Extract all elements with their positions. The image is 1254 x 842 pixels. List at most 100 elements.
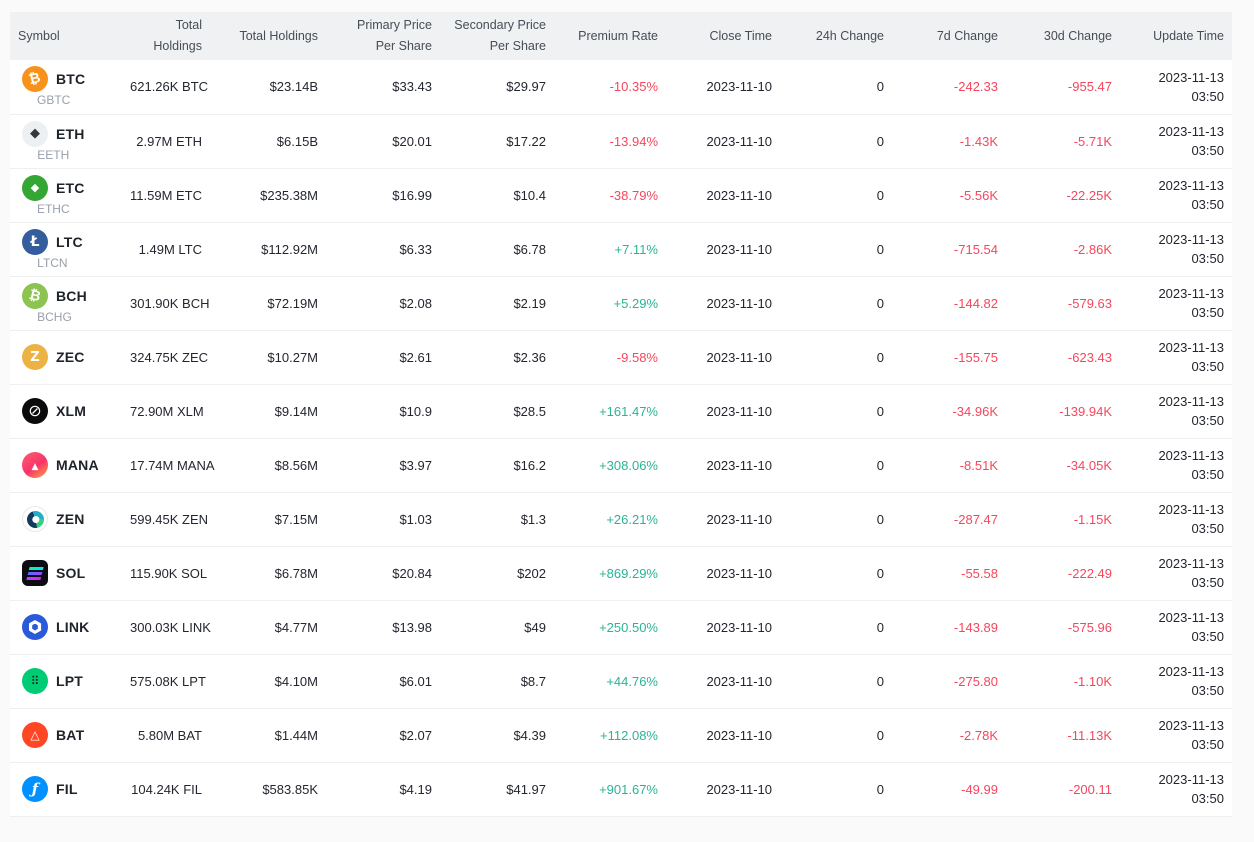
cell-primary_price: $6.33 xyxy=(326,222,440,277)
coin-sub-symbol: ETHC xyxy=(36,201,70,216)
cell-update_time: 2023-11-13 03:50 xyxy=(1120,546,1232,601)
coin-symbol: SOL xyxy=(56,565,86,581)
cell-holdings_coin: 72.90M XLM xyxy=(122,384,210,439)
etc-icon: ◆ xyxy=(22,174,48,201)
table-row-sol[interactable]: SOL 115.90K SOL $6.78M $20.84 $202 +869.29% 20… xyxy=(10,546,1232,601)
cell-change_7d: -34.96K xyxy=(892,384,1006,439)
cell-change_7d: -49.99 xyxy=(892,762,1006,817)
cell-secondary_price: $4.39 xyxy=(440,708,554,763)
cell-symbol: ZEN xyxy=(10,492,122,547)
cell-symbol: ◆ ETH EETH xyxy=(10,114,122,169)
cell-secondary_price: $29.97 xyxy=(440,60,554,115)
cell-change_24h: 0 xyxy=(780,276,892,331)
cell-close_time: 2023-11-10 xyxy=(666,708,780,763)
cell-secondary_price: $2.19 xyxy=(440,276,554,331)
cell-update_time: 2023-11-13 03:50 xyxy=(1120,60,1232,115)
cell-close_time: 2023-11-10 xyxy=(666,654,780,709)
col-header-update_time: Update Time xyxy=(1120,12,1232,60)
table-row-link[interactable]: LINK 300.03K LINK $4.77M $13.98 $49 +250.50% 2… xyxy=(10,600,1232,655)
cell-premium_rate: +308.06% xyxy=(554,438,666,493)
cell-holdings_coin: 621.26K BTC xyxy=(122,60,210,115)
cell-primary_price: $6.01 xyxy=(326,654,440,709)
cell-change_30d: -5.71K xyxy=(1006,114,1120,169)
holdings-table: Symbol Total Holdings Total Holdings Primar… xyxy=(10,12,1232,817)
cell-holdings_usd: $8.56M xyxy=(210,438,326,493)
table-row-mana[interactable]: ▲ MANA 17.74M MANA $8.56M $3.97 $16.2 +308.06%… xyxy=(10,438,1232,493)
cell-primary_price: $10.9 xyxy=(326,384,440,439)
cell-secondary_price: $1.3 xyxy=(440,492,554,547)
table-row-zen[interactable]: ZEN 599.45K ZEN $7.15M $1.03 $1.3 +26.21% 2023… xyxy=(10,492,1232,547)
cell-primary_price: $3.97 xyxy=(326,438,440,493)
col-header-change_7d: 7d Change xyxy=(892,12,1006,60)
cell-close_time: 2023-11-10 xyxy=(666,276,780,331)
col-header-change_24h: 24h Change xyxy=(780,12,892,60)
cell-primary_price: $2.07 xyxy=(326,708,440,763)
cell-secondary_price: $2.36 xyxy=(440,330,554,385)
cell-symbol: ₿ BTC GBTC xyxy=(10,60,122,115)
cell-change_7d: -144.82 xyxy=(892,276,1006,331)
col-header-premium_rate: Premium Rate xyxy=(554,12,666,60)
table-row-etc[interactable]: ◆ ETC ETHC 11.59M ETC $235.38M $16.99 $10.4 -38… xyxy=(10,168,1232,223)
cell-update_time: 2023-11-13 03:50 xyxy=(1120,762,1232,817)
cell-primary_price: $20.01 xyxy=(326,114,440,169)
cell-primary_price: $16.99 xyxy=(326,168,440,223)
cell-change_24h: 0 xyxy=(780,330,892,385)
coin-symbol: XLM xyxy=(56,403,87,419)
cell-change_7d: -715.54 xyxy=(892,222,1006,277)
cell-update_time: 2023-11-13 03:50 xyxy=(1120,708,1232,763)
table-row-bch[interactable]: ₿ BCH BCHG 301.90K BCH $72.19M $2.08 $2.19 +5.2… xyxy=(10,276,1232,331)
cell-update_time: 2023-11-13 03:50 xyxy=(1120,330,1232,385)
cell-change_7d: -2.78K xyxy=(892,708,1006,763)
coin-symbol: ZEN xyxy=(56,511,85,527)
cell-update_time: 2023-11-13 03:50 xyxy=(1120,114,1232,169)
btc-icon: ₿ xyxy=(22,66,48,93)
table-row-bat[interactable]: △ BAT 5.80M BAT $1.44M $2.07 $4.39 +112.08% 202… xyxy=(10,708,1232,763)
cell-symbol: ◆ ETC ETHC xyxy=(10,168,122,223)
table-row-fil[interactable]: ƒ FIL 104.24K FIL $583.85K $4.19 $41.97 +901.6… xyxy=(10,762,1232,817)
cell-symbol: ⠿ LPT xyxy=(10,654,122,709)
cell-secondary_price: $49 xyxy=(440,600,554,655)
table-row-xlm[interactable]: ⊘ XLM 72.90M XLM $9.14M $10.9 $28.5 +161.47% 20… xyxy=(10,384,1232,439)
coin-sub-symbol: BCHG xyxy=(37,309,72,324)
cell-change_7d: -275.80 xyxy=(892,654,1006,709)
table-row-eth[interactable]: ◆ ETH EETH 2.97M ETH $6.15B $20.01 $17.22 -13.9… xyxy=(10,114,1232,169)
cell-premium_rate: +901.67% xyxy=(554,762,666,817)
coin-symbol: ETC xyxy=(56,179,85,196)
cell-secondary_price: $6.78 xyxy=(440,222,554,277)
cell-primary_price: $13.98 xyxy=(326,600,440,655)
table-row-zec[interactable]: Z ZEC 324.75K ZEC $10.27M $2.61 $2.36 -9.58% 20… xyxy=(10,330,1232,385)
link-icon xyxy=(22,614,48,640)
cell-change_7d: -242.33 xyxy=(892,60,1006,115)
cell-holdings_usd: $1.44M xyxy=(210,708,326,763)
cell-change_24h: 0 xyxy=(780,168,892,223)
cell-change_24h: 0 xyxy=(780,492,892,547)
cell-update_time: 2023-11-13 03:50 xyxy=(1120,276,1232,331)
cell-holdings_usd: $4.10M xyxy=(210,654,326,709)
cell-change_24h: 0 xyxy=(780,654,892,709)
cell-change_30d: -575.96 xyxy=(1006,600,1120,655)
cell-holdings_usd: $235.38M xyxy=(210,168,326,223)
cell-change_24h: 0 xyxy=(780,708,892,763)
cell-update_time: 2023-11-13 03:50 xyxy=(1120,600,1232,655)
mana-icon: ▲ xyxy=(22,452,48,478)
table-row-btc[interactable]: ₿ BTC GBTC 621.26K BTC $23.14B $33.43 $29.97 -1… xyxy=(10,60,1232,115)
table-row-ltc[interactable]: Ł LTC LTCN 1.49M LTC $112.92M $6.33 $6.78 +7.11… xyxy=(10,222,1232,277)
cell-change_30d: -1.10K xyxy=(1006,654,1120,709)
cell-premium_rate: +250.50% xyxy=(554,600,666,655)
cell-close_time: 2023-11-10 xyxy=(666,762,780,817)
header-row: Symbol Total Holdings Total Holdings Primar… xyxy=(10,12,1232,60)
cell-premium_rate: -13.94% xyxy=(554,114,666,169)
coin-symbol: FIL xyxy=(56,781,78,797)
cell-secondary_price: $10.4 xyxy=(440,168,554,223)
table-row-lpt[interactable]: ⠿ LPT 575.08K LPT $4.10M $6.01 $8.7 +44.76% 202… xyxy=(10,654,1232,709)
fil-icon: ƒ xyxy=(22,776,48,802)
cell-change_30d: -1.15K xyxy=(1006,492,1120,547)
cell-change_7d: -5.56K xyxy=(892,168,1006,223)
cell-premium_rate: +7.11% xyxy=(554,222,666,277)
col-header-holdings_usd: Total Holdings xyxy=(210,12,326,60)
cell-holdings_coin: 1.49M LTC xyxy=(122,222,210,277)
cell-holdings_coin: 11.59M ETC xyxy=(122,168,210,223)
lpt-icon: ⠿ xyxy=(22,668,48,694)
cell-change_30d: -34.05K xyxy=(1006,438,1120,493)
col-header-secondary_price: Secondary Price Per Share xyxy=(440,12,554,60)
